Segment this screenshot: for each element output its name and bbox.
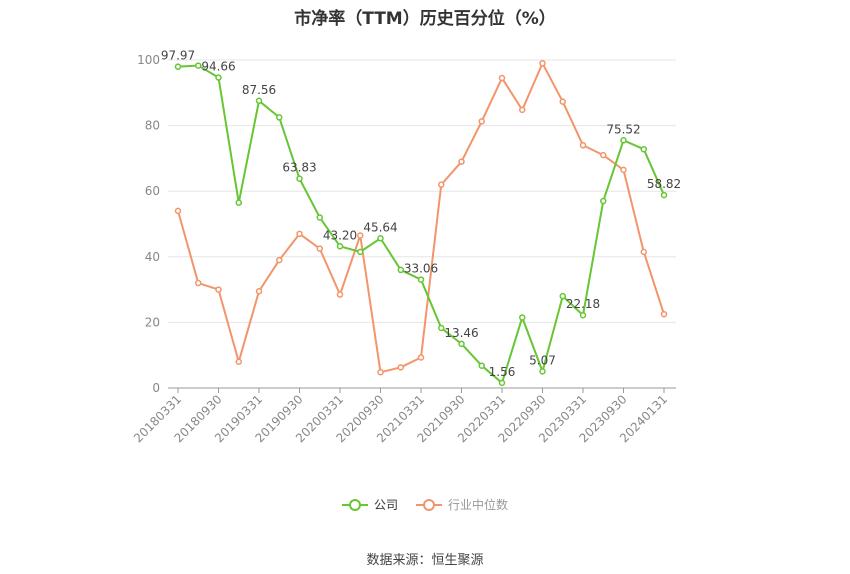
data-point-industry — [174, 207, 182, 215]
data-point-industry — [397, 364, 404, 371]
data-point-company — [600, 197, 607, 205]
data-source: 数据来源：恒生聚源 — [366, 553, 484, 568]
data-point-company — [417, 276, 425, 283]
data-label: 43.20 — [323, 228, 357, 242]
data-point-company — [255, 97, 263, 105]
data-point-company — [357, 248, 364, 256]
data-label: 94.66 — [201, 60, 235, 74]
chart-title: 市净率（TTM）历史百分位（%） — [294, 9, 556, 29]
data-label: 1.56 — [489, 365, 516, 379]
data-label: 45.64 — [363, 220, 397, 234]
y-tick-label: 0 — [152, 381, 160, 395]
data-point-company — [336, 243, 344, 250]
data-point-industry — [539, 60, 546, 67]
series — [174, 60, 668, 387]
data-point-company — [195, 62, 202, 69]
legend-swatch — [416, 498, 442, 511]
data-point-company — [519, 314, 526, 321]
data-label: 5.07 — [529, 353, 556, 367]
gridlines — [168, 59, 676, 323]
legend-label: 公司 — [373, 498, 398, 512]
data-labels: 97.97 94.66 87.56 63.83 43.20 45.64 33.06 13.46… — [161, 49, 681, 379]
data-point-industry — [316, 245, 323, 252]
data-point-company — [660, 191, 668, 199]
data-label: 22.18 — [566, 297, 600, 311]
data-point-industry — [417, 354, 425, 361]
data-label: 63.83 — [282, 161, 316, 175]
data-point-industry — [296, 230, 303, 238]
y-tick-label: 100 — [137, 53, 160, 67]
legend-label: 行业中位数 — [448, 498, 509, 512]
data-label: 58.82 — [647, 177, 681, 191]
data-point-industry — [215, 286, 222, 293]
data-point-company — [640, 145, 647, 153]
data-point-industry — [640, 248, 647, 256]
data-point-company — [438, 324, 445, 332]
data-label: 13.46 — [444, 326, 478, 340]
data-point-company — [276, 114, 283, 121]
data-point-industry — [336, 291, 344, 298]
data-point-company — [458, 340, 465, 348]
data-point-company — [559, 292, 566, 300]
data-point-company — [235, 199, 242, 206]
data-point-company — [296, 175, 303, 182]
y-tick-label: 60 — [145, 184, 160, 198]
data-label: 33.06 — [404, 262, 438, 276]
data-point-company — [620, 137, 627, 144]
data-point-industry — [519, 106, 526, 114]
data-label: 75.52 — [606, 122, 640, 136]
data-label: 97.97 — [161, 49, 195, 63]
data-point-company — [215, 74, 222, 81]
data-point-industry — [579, 142, 587, 149]
data-point-industry — [195, 279, 202, 287]
data-point-industry — [498, 74, 506, 82]
data-point-company — [397, 266, 404, 274]
data-label: 87.56 — [242, 83, 276, 97]
data-point-industry — [478, 118, 485, 125]
data-point-industry — [620, 166, 627, 174]
legend: 公司 行业中位数 — [0, 496, 850, 513]
data-point-company — [579, 311, 587, 319]
y-tick-label: 40 — [145, 250, 160, 264]
data-point-company — [539, 368, 546, 375]
legend-swatch — [341, 498, 368, 511]
data-point-industry — [276, 256, 283, 264]
series-line-company — [177, 64, 665, 384]
y-tick-label: 80 — [145, 119, 160, 133]
data-point-company — [498, 379, 506, 387]
data-point-industry — [660, 310, 668, 318]
data-point-company — [478, 362, 485, 369]
data-point-industry — [438, 181, 445, 188]
data-point-company — [377, 235, 384, 242]
y-tick-label: 20 — [145, 315, 160, 329]
data-point-industry — [458, 158, 465, 165]
data-point-industry — [600, 151, 607, 159]
data-point-industry — [377, 369, 384, 376]
legend-item-industry[interactable]: 行业中位数 — [416, 496, 508, 513]
data-point-industry — [255, 287, 263, 295]
data-point-industry — [235, 358, 242, 366]
data-point-industry — [559, 98, 566, 105]
data-point-company — [174, 63, 182, 70]
data-point-industry — [357, 232, 364, 239]
data-point-company — [316, 214, 323, 221]
series-line-industry — [177, 62, 665, 374]
legend-item-company[interactable]: 公司 — [341, 496, 398, 513]
